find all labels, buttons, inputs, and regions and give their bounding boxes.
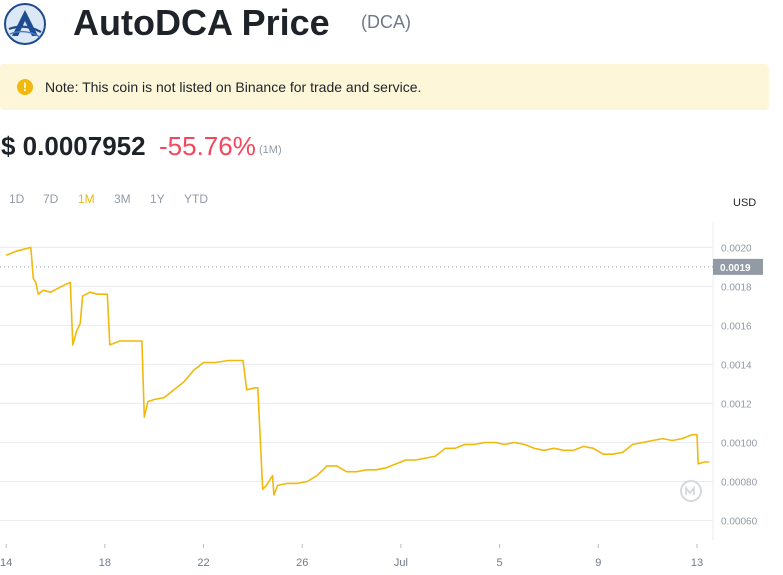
x-tick-label: 18 xyxy=(99,557,111,569)
current-price: $ 0.0007952 xyxy=(1,131,146,161)
chart-gridlines xyxy=(0,222,714,540)
x-tick-label: 26 xyxy=(296,557,308,569)
y-tick-label: 0.00080 xyxy=(721,477,758,488)
price-chart[interactable]: 0.0020 0.0018 0.0016 0.0014 0.0012 0.00100 0.0… xyxy=(0,222,783,575)
ticker-symbol: (DCA) xyxy=(361,12,411,32)
tab-ytd[interactable]: YTD xyxy=(184,192,208,206)
x-tick-label: 5 xyxy=(497,557,503,569)
exclamation-circle-icon: ! xyxy=(17,79,33,95)
x-axis: 14 18 22 26 Jul 5 9 13 xyxy=(0,544,703,569)
y-tick-label: 0.0012 xyxy=(721,399,752,410)
x-tick-label: 14 xyxy=(0,557,12,569)
tab-1m[interactable]: 1M xyxy=(78,192,95,206)
not-listed-note-banner: ! Note: This coin is not listed on Binan… xyxy=(0,64,769,110)
tab-7d[interactable]: 7D xyxy=(43,192,59,206)
x-tick-label: 9 xyxy=(595,557,601,569)
change-period-label: (1M) xyxy=(259,144,282,156)
autodca-logo-icon xyxy=(4,3,46,45)
y-axis: 0.0020 0.0018 0.0016 0.0014 0.0012 0.00100 0.0… xyxy=(721,243,758,527)
tab-1y[interactable]: 1Y xyxy=(150,192,165,206)
tab-3m[interactable]: 3M xyxy=(114,192,131,206)
page-title: AutoDCA Price xyxy=(73,2,330,43)
price-change-percent: -55.76% xyxy=(159,131,256,161)
tab-1d[interactable]: 1D xyxy=(9,192,25,206)
current-price-marker: 0.0019 xyxy=(713,258,763,275)
coinmarketcap-watermark-icon xyxy=(680,480,702,502)
y-tick-label: 0.0020 xyxy=(721,243,752,254)
price-chart-svg[interactable]: 0.0020 0.0018 0.0016 0.0014 0.0012 0.00100 0.0… xyxy=(0,222,783,575)
y-tick-label: 0.0016 xyxy=(721,321,752,332)
x-tick-label: 22 xyxy=(197,557,209,569)
price-series-line xyxy=(5,246,710,496)
page-header: AutoDCA Price (DCA) xyxy=(0,0,783,50)
y-tick-label: 0.0018 xyxy=(721,282,752,293)
y-tick-label: 0.00060 xyxy=(721,516,758,527)
current-price-marker-label: 0.0019 xyxy=(720,263,751,274)
x-tick-label: Jul xyxy=(394,557,408,569)
x-tick-label: 13 xyxy=(691,557,703,569)
currency-label: USD xyxy=(733,197,757,209)
note-text: Note: This coin is not listed on Binance… xyxy=(45,79,422,95)
y-tick-label: 0.00100 xyxy=(721,438,758,449)
y-tick-label: 0.0014 xyxy=(721,360,752,371)
